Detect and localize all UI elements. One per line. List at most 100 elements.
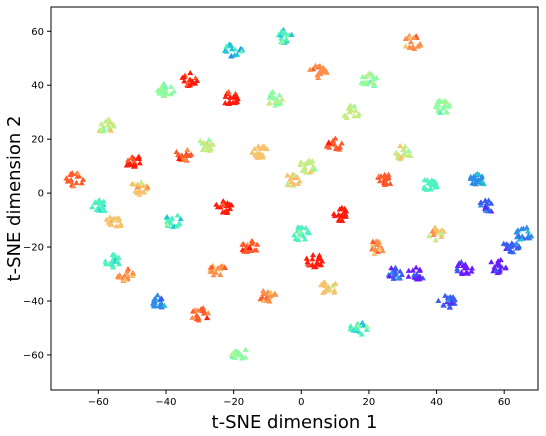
data-point [160, 92, 167, 98]
data-point [478, 178, 485, 184]
point-cluster [375, 171, 394, 187]
data-point [101, 127, 108, 133]
data-point [164, 221, 171, 227]
point-cluster [513, 224, 535, 242]
data-point [518, 225, 525, 232]
data-point [346, 108, 353, 114]
data-point [124, 268, 131, 274]
data-point [279, 30, 286, 36]
data-point [107, 221, 114, 227]
data-point [402, 35, 409, 42]
data-point [331, 289, 338, 295]
data-point [234, 51, 241, 57]
data-point [102, 118, 109, 124]
data-point [480, 180, 487, 187]
data-point [141, 189, 148, 195]
y-axis: −60 −40 −20 0 20 40 60 [23, 27, 51, 361]
data-point [515, 244, 522, 251]
data-point [513, 240, 520, 246]
data-point [488, 259, 495, 265]
y-tick-label: 20 [31, 135, 44, 146]
data-point [296, 228, 303, 235]
data-point [332, 280, 339, 286]
data-point [335, 211, 342, 218]
data-point [393, 149, 400, 155]
data-point [309, 256, 316, 262]
data-point [376, 246, 383, 252]
x-tick-label: 60 [498, 397, 511, 408]
data-point [353, 326, 360, 332]
data-point [360, 80, 367, 87]
data-point [307, 66, 314, 72]
data-point [339, 217, 346, 223]
data-point [226, 98, 233, 105]
data-point [356, 111, 363, 117]
data-point [359, 73, 366, 80]
point-cluster [228, 346, 249, 361]
data-point [116, 260, 123, 267]
data-point [478, 199, 485, 205]
data-point [405, 152, 412, 158]
data-point [107, 118, 114, 124]
data-point [443, 108, 450, 115]
data-point [189, 314, 196, 320]
data-point [410, 44, 417, 50]
point-cluster [197, 136, 216, 153]
point-cluster [284, 171, 303, 188]
data-point [301, 236, 308, 242]
data-point [502, 264, 509, 270]
y-tick-label: −60 [23, 350, 44, 361]
data-point [222, 100, 229, 106]
data-point [134, 181, 141, 187]
y-tick-label: 0 [38, 189, 44, 200]
data-point [483, 200, 490, 206]
data-point [228, 53, 235, 59]
data-point [230, 93, 237, 99]
data-point [315, 74, 322, 81]
data-point [268, 292, 275, 298]
data-point [384, 175, 391, 182]
point-cluster [213, 198, 235, 215]
data-point [164, 218, 171, 224]
data-point [134, 154, 141, 160]
data-point [107, 127, 114, 133]
data-point [223, 43, 230, 49]
point-cluster [307, 62, 330, 81]
data-point [187, 77, 194, 83]
data-point [497, 256, 504, 263]
point-cluster [405, 264, 426, 282]
data-point [253, 247, 260, 253]
data-point [430, 231, 437, 237]
data-point [197, 137, 204, 144]
data-point [338, 140, 345, 146]
data-point [395, 274, 402, 280]
point-cluster [163, 212, 184, 230]
point-cluster [393, 142, 414, 162]
point-cluster [385, 264, 405, 281]
data-point [415, 274, 422, 280]
data-point [102, 261, 109, 267]
data-point [426, 233, 433, 239]
data-point [397, 142, 404, 149]
data-point [205, 310, 212, 316]
data-point [311, 166, 318, 172]
data-point [150, 302, 157, 309]
data-point [363, 326, 370, 332]
data-point [107, 214, 114, 220]
data-point [302, 169, 309, 175]
point-cluster [239, 238, 261, 254]
point-cluster [432, 97, 453, 115]
point-cluster [179, 69, 201, 88]
point-cluster [358, 70, 380, 88]
data-point [276, 92, 283, 98]
data-point [74, 170, 81, 176]
data-point [136, 191, 143, 197]
data-point [369, 73, 376, 79]
data-point [301, 165, 308, 172]
data-point [63, 175, 70, 181]
data-point [319, 258, 326, 264]
data-point [413, 264, 420, 270]
data-point [206, 136, 213, 143]
data-point [524, 228, 531, 234]
x-tick-label: 20 [363, 397, 376, 408]
